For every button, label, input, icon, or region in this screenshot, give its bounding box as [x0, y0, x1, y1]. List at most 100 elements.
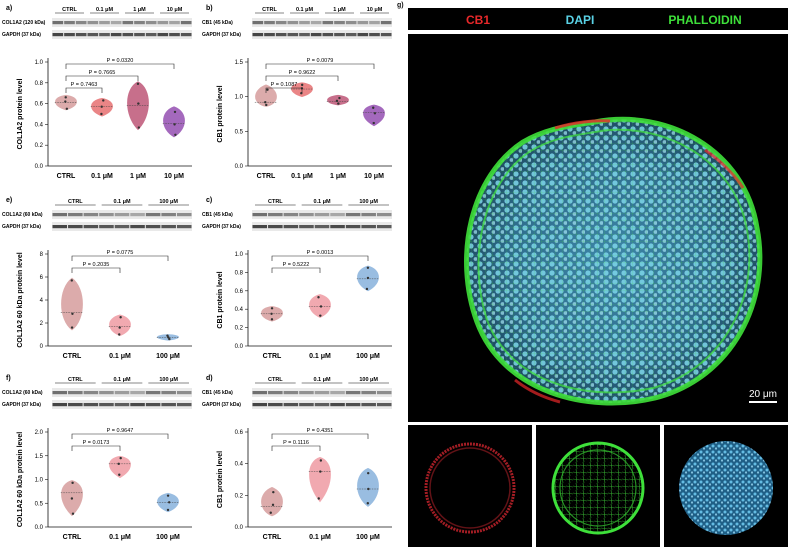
blot-band	[334, 21, 345, 24]
data-point	[137, 102, 139, 104]
blot-band	[330, 225, 345, 228]
blot-band	[288, 21, 299, 24]
channel-label-phalloidin: PHALLOIDIN	[668, 13, 741, 27]
panel-letter-a: a)	[6, 5, 12, 12]
chart-e: e) CTRL 0.1 μM 100 μM COL1A2 (60 kDa) GAPDH (…	[0, 192, 200, 370]
blot-band	[268, 213, 283, 216]
p-bracket	[266, 76, 338, 81]
data-point	[270, 512, 272, 514]
blot-band	[115, 403, 130, 406]
data-point	[65, 96, 67, 98]
x-category-label: 0.1 μM	[109, 353, 131, 360]
y-tick-label: 8	[40, 252, 44, 258]
chart-c: c) CTRL 0.1 μM 100 μMCB1 (45 kDa)GAPDH (37 …	[200, 192, 400, 370]
y-tick-label: 0.5	[235, 129, 244, 135]
blot-band	[276, 33, 287, 36]
data-point	[367, 277, 369, 279]
p-bracket	[272, 434, 368, 439]
p-value-label: P = 0.9647	[107, 428, 134, 434]
blot-band	[377, 391, 392, 394]
band-label-1: GAPDH (37 kDa)	[2, 32, 41, 38]
y-tick-label: 1.0	[235, 95, 244, 101]
data-point	[338, 97, 340, 99]
lane-label-0: CTRL	[62, 7, 77, 13]
blot-band	[146, 225, 161, 228]
blot-band	[64, 21, 75, 24]
violin-1	[310, 457, 331, 501]
y-tick-label: 2.0	[35, 430, 44, 436]
panel-letter-e: e)	[6, 197, 12, 204]
y-tick-label: 0.4	[235, 307, 244, 313]
lane-label-3: 10 μM	[367, 7, 383, 13]
blot-band	[115, 391, 130, 394]
data-point	[118, 474, 120, 476]
blot-band	[330, 391, 345, 394]
blot-band	[88, 21, 99, 24]
lane-label-0: CTRL	[262, 7, 277, 13]
data-point	[173, 123, 175, 125]
blot-band	[115, 213, 130, 216]
blot-band	[299, 225, 314, 228]
blot-band	[268, 225, 283, 228]
panel-b: b) CTRL 0.1 μM 1 μM 10 μM CB1 (45 kDa) GAPDH (…	[200, 0, 400, 190]
lane-label-0: CTRL	[268, 377, 283, 383]
x-category-label: 1 μM	[130, 173, 146, 180]
lane-label-1: 0.1 μM	[313, 199, 331, 205]
data-point	[320, 305, 322, 307]
blot-band	[323, 21, 334, 24]
blot-band	[146, 391, 161, 394]
y-tick-label: 0.6	[235, 289, 244, 295]
x-category-label: 1 μM	[330, 173, 346, 180]
blot-band	[311, 33, 322, 36]
blot-band	[284, 391, 299, 394]
blot-band	[268, 403, 283, 406]
band-label-1: GAPDH (37 kDa)	[2, 224, 41, 230]
blot-band	[84, 391, 99, 394]
data-point	[100, 106, 102, 108]
lane-label-2: 1 μM	[333, 7, 346, 13]
blot-band	[299, 33, 310, 36]
y-tick-label: 4	[40, 298, 44, 304]
data-point	[119, 316, 121, 318]
blot-band	[369, 21, 380, 24]
violin-0	[62, 278, 83, 330]
lane-label-3: 10 μM	[167, 7, 183, 13]
data-point	[168, 501, 170, 503]
y-tick-label: 0.6	[235, 430, 244, 436]
x-category-label: 100 μM	[156, 353, 180, 360]
blot-band	[299, 403, 314, 406]
blot-band	[334, 33, 345, 36]
y-tick-label: 0.2	[235, 493, 244, 499]
y-tick-label: 1.0	[35, 60, 44, 66]
panel-letter-g: g)	[397, 2, 404, 9]
blot-band	[123, 21, 134, 24]
data-point	[272, 491, 274, 493]
x-category-label: 10 μM	[164, 173, 184, 180]
blot-band	[284, 403, 299, 406]
panel-f: f) CTRL 0.1 μM 100 μM COL1A2 (60 kDa) GAPDH (…	[0, 370, 200, 551]
p-bracket	[272, 446, 320, 451]
data-point	[66, 108, 68, 110]
data-point	[264, 101, 266, 103]
lane-label-0: CTRL	[68, 199, 83, 205]
blot-band	[315, 225, 330, 228]
data-point	[167, 494, 169, 496]
band-label-0: COL1A2 (60 kDa)	[2, 390, 43, 396]
y-axis-label: CB1 protein level	[217, 271, 224, 328]
blot-band	[53, 213, 68, 216]
y-tick-label: 2	[40, 321, 44, 327]
band-label-1: GAPDH (37 kDa)	[202, 224, 241, 230]
blot-band	[161, 403, 176, 406]
blot-band	[161, 213, 176, 216]
p-bracket	[266, 64, 374, 69]
chart-b: b) CTRL 0.1 μM 1 μM 10 μM CB1 (45 kDa) GAPDH (…	[200, 0, 400, 190]
blot-band	[253, 391, 268, 394]
blot-band	[346, 391, 361, 394]
blot-band	[177, 213, 192, 216]
x-category-label: 10 μM	[364, 173, 384, 180]
p-bracket	[72, 434, 168, 439]
p-bracket	[72, 446, 120, 451]
blot-band	[299, 213, 314, 216]
channel-label-dapi: DAPI	[566, 13, 595, 27]
blot-band	[146, 21, 157, 24]
